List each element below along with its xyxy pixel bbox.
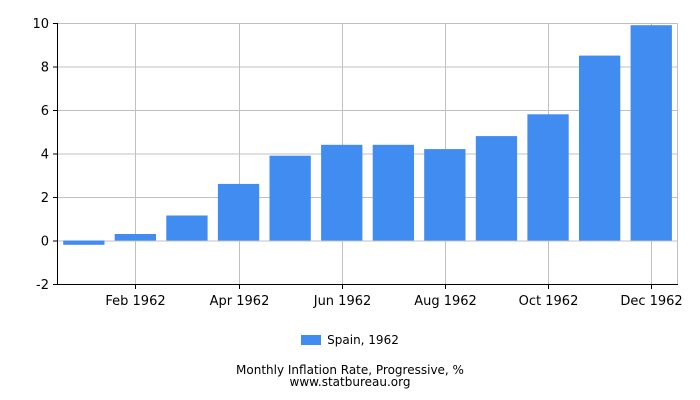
bar-feb-1962 — [114, 234, 156, 241]
source-label: www.statbureau.org — [289, 375, 411, 389]
bar-nov-1962 — [579, 55, 621, 241]
x-tick-label: Feb 1962 — [105, 294, 165, 309]
y-tick-label: 10 — [32, 17, 49, 32]
y-tick-label: 2 — [41, 191, 49, 206]
bar-sep-1962 — [475, 136, 518, 241]
bar-may-1962 — [269, 155, 311, 241]
bar-oct-1962 — [527, 114, 569, 241]
legend-label: Spain, 1962 — [327, 333, 399, 347]
bar-jan-1962 — [63, 240, 105, 245]
y-tick-label: -2 — [36, 278, 49, 293]
bar-apr-1962 — [217, 183, 260, 241]
y-tick-label: 0 — [41, 235, 49, 250]
y-tick-label: 4 — [41, 148, 49, 163]
x-tick-label: Dec 1962 — [620, 294, 682, 309]
legend: Spain, 1962 — [0, 331, 700, 349]
x-tick-label: Apr 1962 — [210, 294, 270, 309]
bar-jun-1962 — [321, 144, 363, 241]
y-tick-label: 8 — [41, 61, 49, 76]
y-tick-label: 6 — [41, 104, 49, 119]
x-tick-label: Jun 1962 — [313, 294, 372, 309]
bar-jul-1962 — [372, 144, 414, 241]
bar-aug-1962 — [424, 149, 466, 241]
legend-swatch — [301, 334, 322, 345]
x-tick-label: Oct 1962 — [519, 294, 579, 309]
x-tick-label: Aug 1962 — [414, 294, 477, 309]
bar-mar-1962 — [166, 215, 208, 241]
chart-title: Monthly Inflation Rate, Progressive, % — [236, 363, 464, 377]
bar-dec-1962 — [630, 25, 672, 241]
